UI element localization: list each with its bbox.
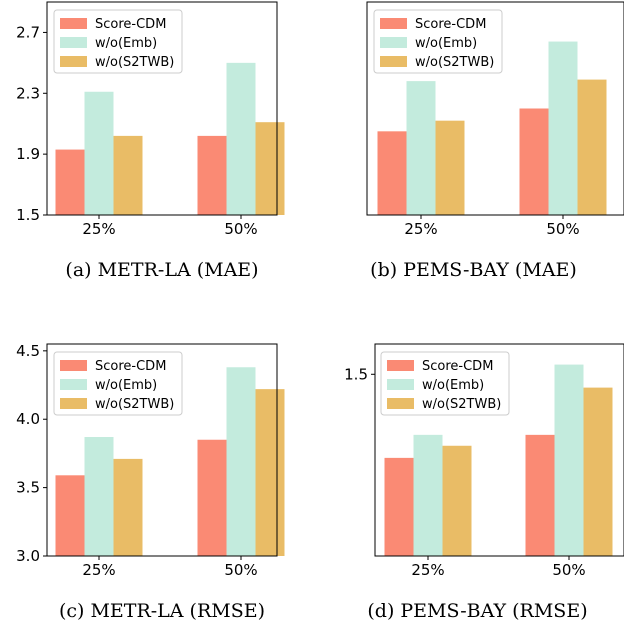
bar-w-o-s2twb--0 (442, 445, 472, 556)
legend-label: Score-CDM (415, 17, 486, 32)
x-tick-label: 25% (404, 220, 437, 238)
legend: Score-CDM w/o(Emb) w/o(S2TWB) (380, 351, 510, 416)
bar-score-cdm-1 (519, 108, 549, 215)
y-tick-label: 1.5 (16, 206, 40, 224)
bar-score-cdm-0 (377, 131, 407, 215)
bar-score-cdm-0 (55, 475, 85, 556)
legend-swatch (380, 56, 407, 67)
legend-swatch (60, 360, 87, 371)
y-tick-label: 3.5 (16, 479, 40, 497)
legend-label: w/o(S2TWB) (415, 55, 494, 70)
bar-w-o-emb--1 (226, 62, 256, 215)
legend-swatch (60, 379, 87, 390)
legend-label: w/o(Emb) (422, 378, 484, 393)
axes-frame (46, 1, 278, 216)
bar-score-cdm-1 (197, 439, 227, 556)
legend-swatch (387, 379, 414, 390)
legend-swatch (60, 398, 87, 409)
chart-panel-3: 1.5 25% 50% Score-CDM w/o(Emb) w/o(S2TWB) (d) … (344, 343, 624, 622)
legend: Score-CDM w/o(Emb) w/o(S2TWB) (373, 9, 503, 74)
bar-score-cdm-1 (525, 434, 555, 556)
panel-caption: (d) PEMS-BAY (RMSE) (367, 600, 587, 622)
legend-label: w/o(Emb) (415, 36, 477, 51)
y-tick-label: 3.0 (16, 547, 40, 565)
axes-frame (366, 1, 624, 216)
legend-swatch (387, 360, 414, 371)
panel-caption: (a) METR-LA (MAE) (65, 259, 258, 281)
legend-label: w/o(Emb) (95, 378, 157, 393)
chart-panel-0: 1.5 1.9 2.3 2.7 25% 50% Score-CDM w/o(Emb) w/o(S… (16, 1, 285, 281)
x-tick-label: 25% (82, 561, 115, 579)
bar-w-o-emb--1 (554, 364, 584, 556)
bar-score-cdm-0 (384, 457, 414, 556)
x-tick-label: 25% (82, 220, 115, 238)
legend-label: Score-CDM (95, 359, 166, 374)
chart-panel-1: 25% 50% Score-CDM w/o(Emb) w/o(S2TWB) (b) PEM… (366, 1, 624, 281)
legend: Score-CDM w/o(Emb) w/o(S2TWB) (53, 9, 183, 74)
bar-w-o-s2twb--1 (583, 387, 613, 556)
axes-frame (374, 343, 624, 557)
legend-swatch (60, 56, 87, 67)
bar-score-cdm-0 (55, 149, 85, 215)
legend-label: Score-CDM (422, 359, 493, 374)
y-tick-label: 1.9 (16, 145, 40, 163)
bar-w-o-emb--0 (413, 434, 443, 556)
x-tick-label: 50% (224, 561, 257, 579)
x-tick-label: 50% (552, 561, 585, 579)
x-tick-label: 25% (411, 561, 444, 579)
bar-score-cdm-1 (197, 135, 227, 215)
bar-w-o-s2twb--0 (113, 458, 143, 556)
legend: Score-CDM w/o(Emb) w/o(S2TWB) (53, 351, 183, 416)
x-tick-label: 50% (224, 220, 257, 238)
bar-w-o-emb--1 (226, 367, 256, 556)
bar-w-o-emb--0 (406, 81, 436, 215)
bar-w-o-emb--1 (548, 41, 578, 215)
legend-label: Score-CDM (95, 17, 166, 32)
x-tick-label: 50% (546, 220, 579, 238)
panel-caption: (b) PEMS-BAY (MAE) (370, 259, 577, 281)
y-tick-label: 2.3 (16, 84, 40, 102)
y-tick-label: 4.0 (16, 410, 40, 428)
bar-w-o-s2twb--1 (577, 79, 607, 215)
legend-label: w/o(S2TWB) (95, 397, 174, 412)
bar-w-o-s2twb--0 (435, 120, 465, 215)
legend-swatch (60, 18, 87, 29)
bar-w-o-s2twb--0 (113, 135, 143, 215)
bar-w-o-emb--0 (84, 91, 114, 215)
bar-w-o-s2twb--1 (255, 122, 285, 215)
axes-frame (46, 343, 278, 557)
y-tick-label: 4.5 (16, 342, 40, 360)
legend-swatch (380, 18, 407, 29)
panel-caption: (c) METR-LA (RMSE) (59, 600, 265, 622)
legend-label: w/o(S2TWB) (422, 397, 501, 412)
bar-w-o-emb--0 (84, 437, 114, 556)
legend-swatch (60, 37, 87, 48)
chart-panel-2: 3.0 3.5 4.0 4.5 25% 50% Score-CDM w/o(Emb) w/o(S… (16, 342, 285, 622)
y-tick-label: 2.7 (16, 23, 40, 41)
bar-w-o-s2twb--1 (255, 389, 285, 556)
legend-label: w/o(S2TWB) (95, 55, 174, 70)
legend-swatch (380, 37, 407, 48)
legend-label: w/o(Emb) (95, 36, 157, 51)
y-tick-label: 1.5 (344, 365, 368, 383)
legend-swatch (387, 398, 414, 409)
